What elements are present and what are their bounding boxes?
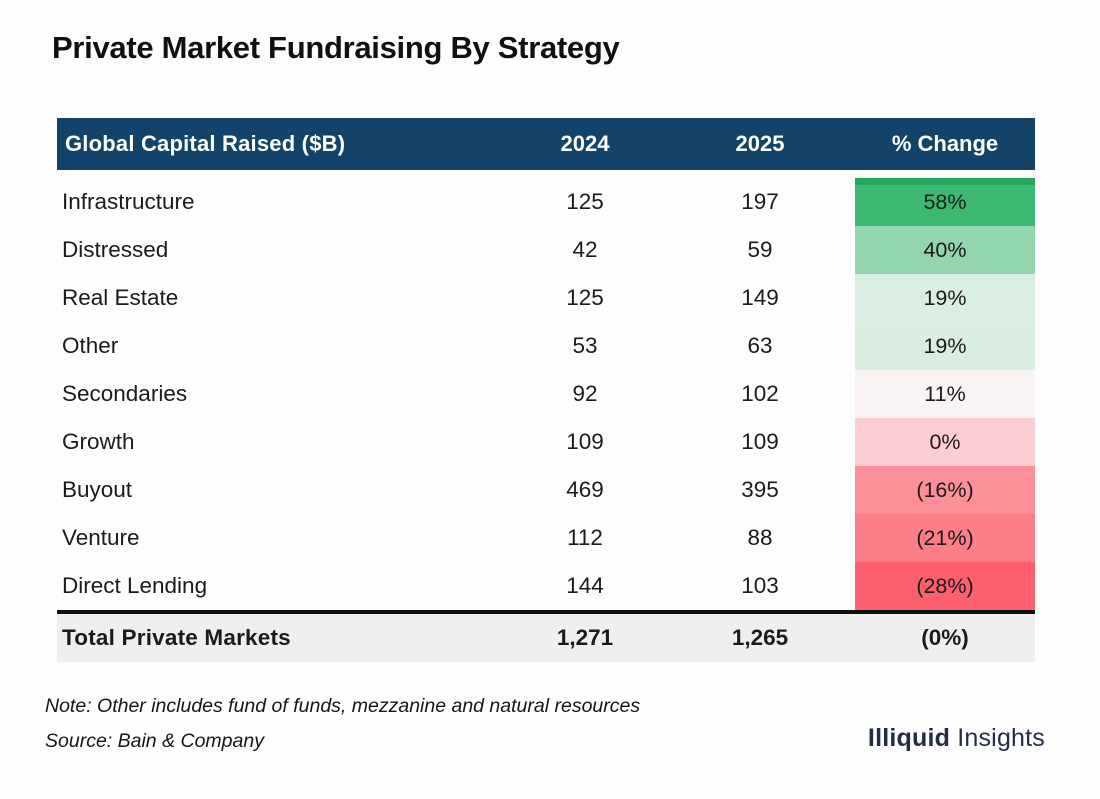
strategy-label: Venture	[62, 525, 140, 550]
table-row: Buyout 469 395 (16%)	[57, 466, 1035, 514]
pct-change-cell: (21%)	[855, 514, 1035, 562]
value-2024: 53	[572, 333, 598, 358]
value-2025: 59	[747, 237, 773, 262]
table-row: Distressed 42 59 40%	[57, 226, 1035, 274]
value-2025: 197	[741, 189, 779, 214]
pct-change-cell: 0%	[855, 418, 1035, 466]
value-2024: 125	[566, 285, 604, 310]
value-2024: 469	[566, 477, 604, 502]
table-row: Secondaries 92 102 11%	[57, 370, 1035, 418]
value-2025: 103	[741, 573, 779, 598]
value-2024: 92	[572, 381, 598, 406]
value-2024: 112	[567, 525, 603, 550]
strategy-label: Direct Lending	[62, 573, 208, 598]
strategy-label: Infrastructure	[62, 189, 195, 214]
page-title: Private Market Fundraising By Strategy	[52, 30, 620, 65]
value-2025: 149	[741, 285, 779, 310]
footnote-note: Note: Other includes fund of funds, mezz…	[45, 695, 641, 717]
header-2025: 2025	[735, 131, 785, 156]
strategy-label: Other	[62, 333, 119, 358]
table-body: Infrastructure 125 197 58% Distressed 42…	[57, 178, 1035, 610]
strategy-label: Distressed	[62, 237, 169, 262]
fundraising-table: Global Capital Raised ($B) 2024 2025 % C…	[57, 118, 1035, 662]
value-2024: 42	[572, 237, 598, 262]
total-label: Total Private Markets	[62, 625, 291, 650]
value-2025: 395	[741, 477, 779, 502]
table-row: Other 53 63 19%	[57, 322, 1035, 370]
total-divider	[57, 610, 1035, 614]
pct-change-cell: 11%	[855, 370, 1035, 418]
value-2024: 144	[566, 573, 604, 598]
header-2024: 2024	[560, 131, 610, 156]
value-2024: 109	[566, 429, 604, 454]
header-strategy: Global Capital Raised ($B)	[65, 131, 346, 156]
total-2025: 1,265	[731, 625, 789, 650]
table-row: Real Estate 125 149 19%	[57, 274, 1035, 322]
footer: Note: Other includes fund of funds, mezz…	[45, 695, 1045, 753]
value-2025: 88	[747, 525, 773, 550]
pct-change-cell: 19%	[855, 274, 1035, 322]
strategy-label: Buyout	[62, 477, 133, 502]
table-header-row: Global Capital Raised ($B) 2024 2025 % C…	[57, 118, 1035, 170]
total-change: (0%)	[921, 625, 969, 650]
pct-change-cell: 19%	[855, 322, 1035, 370]
table-row: Infrastructure 125 197 58%	[57, 178, 1035, 226]
total-2024: 1,271	[556, 625, 614, 650]
table-row: Venture 112 88 (21%)	[57, 514, 1035, 562]
header-pct-change: % Change	[891, 131, 999, 156]
total-row: Total Private Markets 1,271 1,265 (0%)	[57, 614, 1035, 662]
table-row: Direct Lending 144 103 (28%)	[57, 562, 1035, 610]
strategy-label: Growth	[62, 429, 135, 454]
pct-change-cell: (28%)	[855, 562, 1035, 610]
value-2025: 102	[741, 381, 779, 406]
pct-change-cell: 58%	[855, 178, 1035, 226]
brand-regular: Insights	[957, 724, 1045, 752]
table-row: Growth 109 109 0%	[57, 418, 1035, 466]
footnote-source: Source: Bain & Company	[45, 730, 264, 752]
footnotes: Note: Other includes fund of funds, mezz…	[45, 695, 640, 753]
strategy-label: Real Estate	[62, 285, 179, 310]
value-2025: 63	[747, 333, 773, 358]
brand-bold: Illiquid	[867, 724, 951, 752]
header-gap	[57, 170, 1035, 178]
value-2025: 109	[741, 429, 779, 454]
pct-change-cell: (16%)	[855, 466, 1035, 514]
value-2024: 125	[566, 189, 604, 214]
strategy-label: Secondaries	[62, 381, 188, 406]
pct-change-cell: 40%	[855, 226, 1035, 274]
brand-logo: Illiquid Insights	[868, 724, 1045, 753]
